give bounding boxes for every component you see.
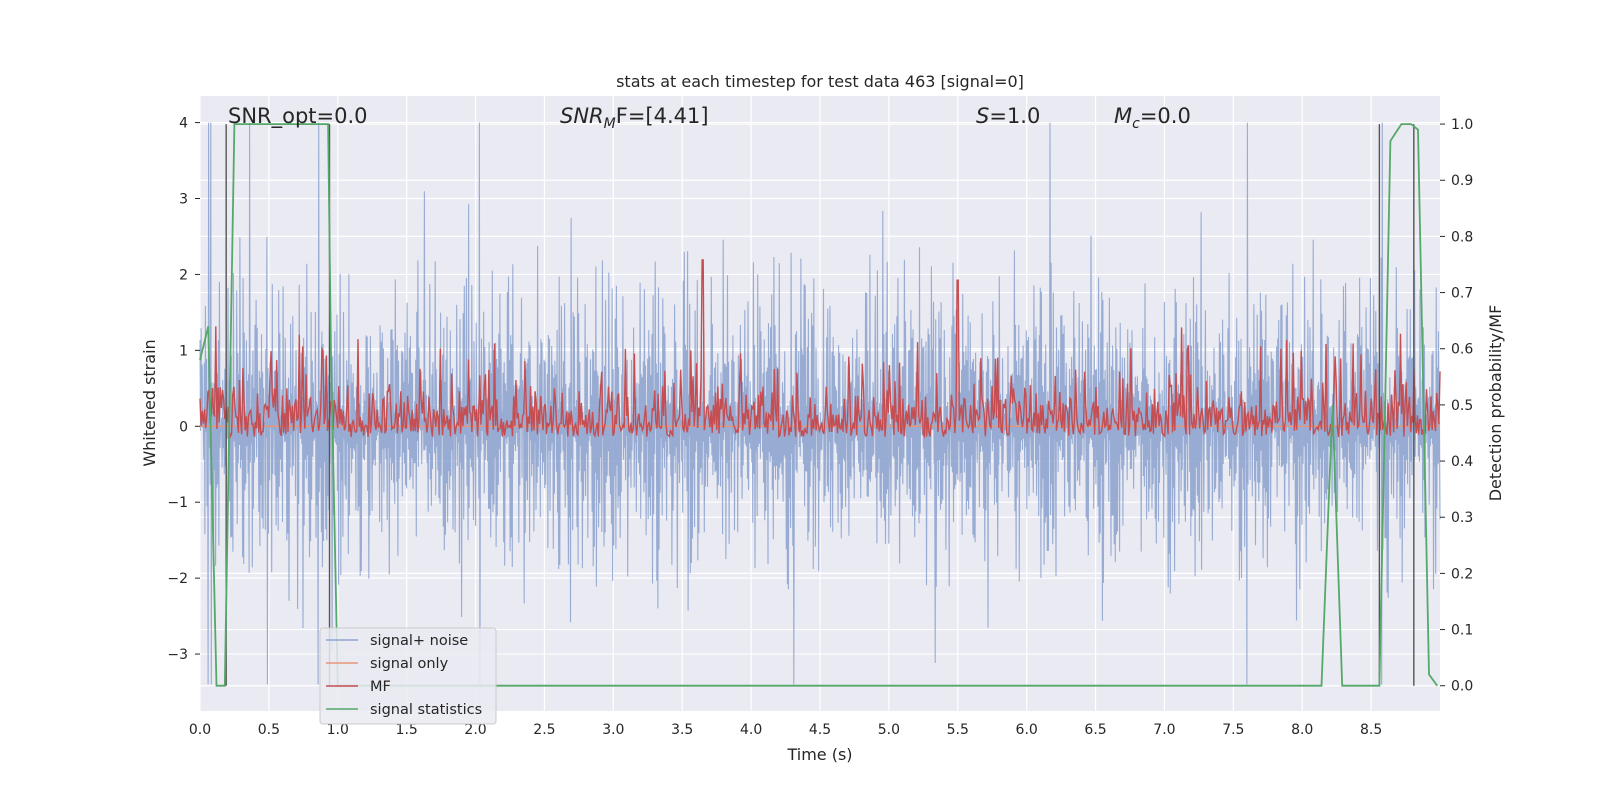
x-axis-label: Time (s) bbox=[786, 745, 852, 764]
right-tick-label: 0.5 bbox=[1451, 398, 1473, 414]
y-tick-label: 2 bbox=[179, 267, 188, 283]
y-tick-label: 1 bbox=[179, 343, 188, 359]
y-tick-label: 4 bbox=[179, 116, 188, 132]
x-tick-label: 1.0 bbox=[327, 722, 349, 738]
right-tick-label: 0.2 bbox=[1451, 566, 1473, 582]
x-tick-label: 7.5 bbox=[1222, 722, 1244, 738]
right-tick-label: 0.1 bbox=[1451, 623, 1473, 639]
series-mf-line bbox=[199, 259, 1441, 439]
y-axis-ticks: −3 −2 −1 0 1 2 3 4 bbox=[167, 116, 200, 663]
legend-label-signal-only: signal only bbox=[370, 656, 449, 672]
right-tick-label: 0.4 bbox=[1451, 454, 1473, 470]
annotation-snr-mf-sub: M bbox=[604, 116, 616, 132]
right-tick-label: 0.7 bbox=[1451, 286, 1473, 302]
series-signal-statistics-line bbox=[199, 123, 1438, 687]
x-tick-label: 7.0 bbox=[1153, 722, 1175, 738]
plot-area bbox=[199, 122, 1441, 687]
right-tick-label: 0.6 bbox=[1451, 342, 1473, 358]
x-tick-label: 0.0 bbox=[189, 722, 211, 738]
x-tick-label: 8.5 bbox=[1360, 722, 1382, 738]
y-axis-label: Whitened strain bbox=[140, 339, 159, 466]
legend: signal+ noise signal only MF signal stat… bbox=[319, 627, 497, 725]
x-tick-label: 0.5 bbox=[258, 722, 280, 738]
annotation-s: S=1.0 bbox=[976, 104, 1040, 128]
y-tick-label: −2 bbox=[167, 571, 188, 587]
annotation-snr-opt: SNR_opt=0.0 bbox=[228, 104, 368, 129]
x-tick-label: 2.0 bbox=[464, 722, 486, 738]
vertical-markers bbox=[225, 124, 1415, 686]
right-axis-ticks: 0.0 0.1 0.2 0.3 0.4 0.5 0.6 0.7 0.8 0.9 1.0 bbox=[1440, 117, 1473, 695]
x-tick-label: 4.5 bbox=[809, 722, 831, 738]
x-tick-label: 2.5 bbox=[533, 722, 555, 738]
x-tick-label: 5.0 bbox=[878, 722, 900, 738]
y-tick-label: 3 bbox=[179, 192, 188, 208]
annotation-mc-rest: =0.0 bbox=[1140, 104, 1191, 128]
legend-label-mf: MF bbox=[370, 679, 391, 695]
x-tick-label: 6.0 bbox=[1016, 722, 1038, 738]
x-axis-ticks: 0.0 0.5 1.0 1.5 2.0 2.5 3.0 3.5 4.0 4.5 5.0 5.5 6.0 6… bbox=[189, 722, 1382, 738]
x-tick-label: 8.0 bbox=[1291, 722, 1313, 738]
x-tick-label: 5.5 bbox=[947, 722, 969, 738]
y-tick-label: −3 bbox=[167, 647, 188, 663]
legend-label-signal-noise: signal+ noise bbox=[370, 633, 468, 649]
right-tick-label: 0.3 bbox=[1451, 510, 1473, 526]
right-tick-label: 1.0 bbox=[1451, 117, 1473, 133]
x-tick-label: 3.0 bbox=[602, 722, 624, 738]
chart-title: stats at each timestep for test data 463… bbox=[616, 72, 1024, 91]
x-tick-label: 3.5 bbox=[671, 722, 693, 738]
x-tick-label: 4.0 bbox=[740, 722, 762, 738]
x-tick-label: 6.5 bbox=[1084, 722, 1106, 738]
right-tick-label: 0.0 bbox=[1451, 679, 1473, 695]
x-tick-label: 1.5 bbox=[396, 722, 418, 738]
right-tick-label: 0.8 bbox=[1451, 229, 1473, 245]
annotation-snr-mf-rest: F=[4.41] bbox=[616, 104, 709, 128]
annotation-snr-mf-base: SNR bbox=[560, 104, 604, 128]
annotation-snr-mf: SNRMF=[4.41] bbox=[560, 104, 709, 132]
annotation-mc-base: M bbox=[1114, 104, 1132, 128]
y-tick-label: 0 bbox=[179, 419, 188, 435]
annotation-s-rest: =1.0 bbox=[989, 104, 1040, 128]
right-tick-label: 0.9 bbox=[1451, 173, 1473, 189]
annotation-mc-sub: c bbox=[1132, 116, 1140, 132]
right-axis-label: Detection probability/MF bbox=[1486, 305, 1505, 502]
legend-label-signal-statistics: signal statistics bbox=[370, 702, 482, 718]
y-tick-label: −1 bbox=[167, 495, 188, 511]
annotation-mc: Mc=0.0 bbox=[1114, 104, 1191, 132]
annotation-s-var: S bbox=[976, 104, 989, 128]
legend-box bbox=[319, 627, 497, 725]
